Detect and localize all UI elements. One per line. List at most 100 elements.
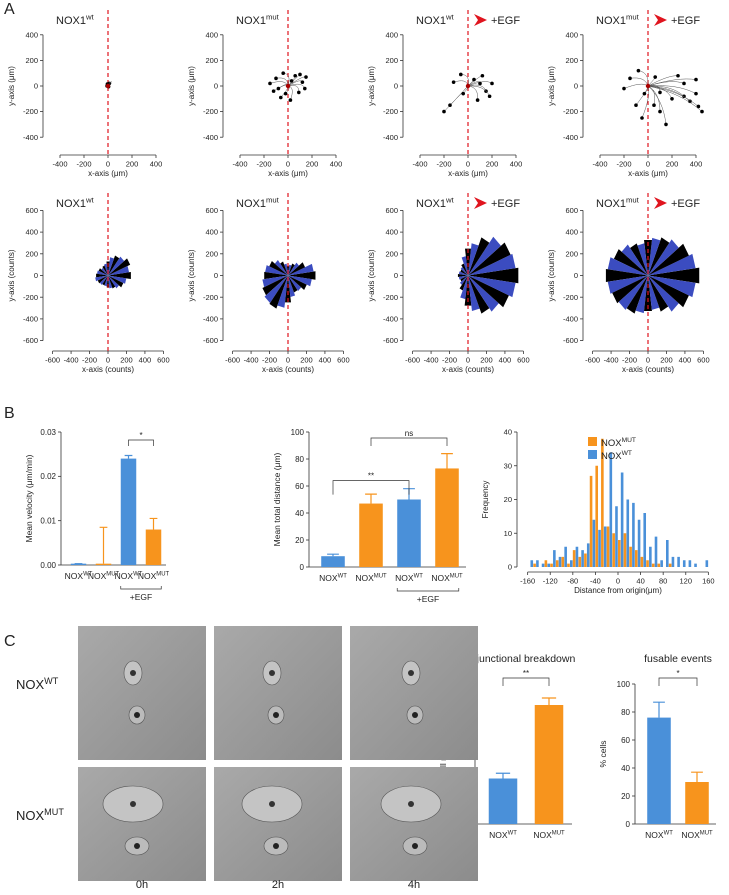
x-tick-label: NOXMUT — [355, 573, 387, 583]
hist-bar — [694, 563, 697, 567]
x-tick-label: 400 — [150, 160, 163, 169]
y-tick-label: -400 — [203, 133, 218, 142]
hist-bar — [668, 563, 672, 567]
y-tick-label: 600 — [385, 206, 398, 215]
annotation: +EGF — [671, 198, 700, 210]
panel-title-base: NOX1 — [416, 198, 446, 210]
x-tick-label: NOXWT — [65, 571, 93, 581]
x-tick-label-base: NOX — [489, 830, 508, 840]
rose-sector — [460, 266, 468, 276]
rose-sector — [635, 275, 648, 314]
y-axis-label: Mean velocity (μm/min) — [24, 454, 34, 542]
endpoint — [478, 81, 482, 86]
sig-bracket — [658, 677, 698, 686]
rose-sector — [468, 267, 519, 284]
endpoint — [480, 73, 485, 78]
rose-sector — [269, 275, 288, 309]
y-tick-label: 200 — [565, 56, 578, 65]
micrograph — [350, 767, 478, 881]
legend-swatch — [588, 450, 597, 459]
x-tick-label: -400 — [244, 356, 259, 365]
track — [647, 85, 697, 94]
y-tick-label: -200 — [23, 293, 38, 302]
row-label-sup: WT — [44, 676, 59, 686]
legend-label: NOXWT — [601, 450, 632, 462]
rose-sector — [108, 275, 124, 288]
endpoint — [487, 94, 492, 99]
rose-sector — [460, 269, 468, 276]
hist-bar — [533, 563, 536, 567]
track — [647, 85, 703, 112]
panel-label: B — [4, 405, 15, 422]
y-tick-label: 100 — [291, 428, 305, 437]
hist-bar — [530, 560, 534, 567]
micrograph — [214, 767, 342, 881]
track — [623, 83, 649, 89]
endpoint — [682, 81, 686, 86]
y-tick-label: -200 — [563, 293, 578, 302]
hist-bar — [640, 556, 644, 567]
cell-core — [408, 801, 414, 807]
x-tick-label: 200 — [300, 356, 313, 365]
x-axis-label: x-axis (counts) — [442, 365, 494, 374]
time-label: 2h — [272, 879, 284, 891]
panel-title-sup: mut — [626, 13, 640, 22]
x-tick-label-sup: WT — [508, 831, 518, 837]
bar — [685, 782, 709, 824]
rose-sector — [102, 275, 108, 286]
rose-sector — [108, 275, 116, 289]
x-tick-label: NOXMUT — [431, 573, 463, 583]
cell-core — [269, 801, 275, 807]
cell-core — [412, 712, 418, 718]
x-tick-label: -80 — [567, 577, 578, 586]
rose-sector — [468, 275, 490, 314]
x-tick-label-sup: WT — [133, 572, 143, 578]
y-tick-label: 40 — [621, 764, 630, 773]
panel-title-sup: wt — [445, 13, 455, 22]
y-tick-label: 80 — [295, 455, 304, 464]
bar — [70, 563, 87, 565]
y-tick-label: -400 — [23, 315, 38, 324]
egf-arrow — [654, 197, 667, 209]
row-label: NOXWT — [16, 676, 59, 692]
panel-title: NOX1wt — [56, 196, 95, 210]
rose-sector — [460, 275, 468, 300]
rose-sector — [468, 243, 479, 276]
x-tick-label-sup: MUT — [106, 572, 119, 578]
x-tick-label-sup: WT — [338, 574, 348, 580]
x-tick-label-base: NOX — [533, 830, 552, 840]
rose-sector — [98, 268, 108, 276]
y-tick-label: 0.01 — [40, 516, 56, 525]
x-tick-label-base: NOX — [355, 573, 374, 583]
annotation: +EGF — [491, 15, 520, 27]
cell-core — [134, 712, 140, 718]
sig-label: * — [139, 431, 142, 440]
x-tick-label-sup: MUT — [552, 831, 565, 837]
cell-core — [273, 843, 279, 849]
hist-bar — [623, 533, 627, 567]
rose-sector — [96, 273, 108, 278]
y-tick-label: 200 — [205, 249, 218, 258]
endpoint — [451, 80, 456, 84]
endpoint — [274, 76, 278, 81]
endpoint — [658, 90, 662, 95]
y-tick-label: 0 — [300, 563, 305, 572]
x-tick-label-base: NOX — [431, 573, 450, 583]
y-axis-label: % cells — [598, 741, 608, 768]
x-tick-label-base: NOX — [88, 571, 107, 581]
panel-label: C — [4, 633, 16, 650]
y-tick-label: 400 — [205, 228, 218, 237]
x-tick-label: 400 — [330, 160, 343, 169]
rose-sector — [468, 242, 511, 276]
y-tick-label: -400 — [23, 133, 38, 142]
y-tick-label: -200 — [383, 293, 398, 302]
rose-sector — [284, 263, 288, 276]
rose-sector — [288, 262, 306, 276]
hist-bar — [553, 550, 556, 567]
x-tick-label: 0 — [106, 160, 110, 169]
track — [467, 85, 478, 101]
x-tick-label: -400 — [52, 160, 67, 169]
row-label-sup: MUT — [44, 807, 64, 817]
rose-sector — [108, 271, 131, 280]
